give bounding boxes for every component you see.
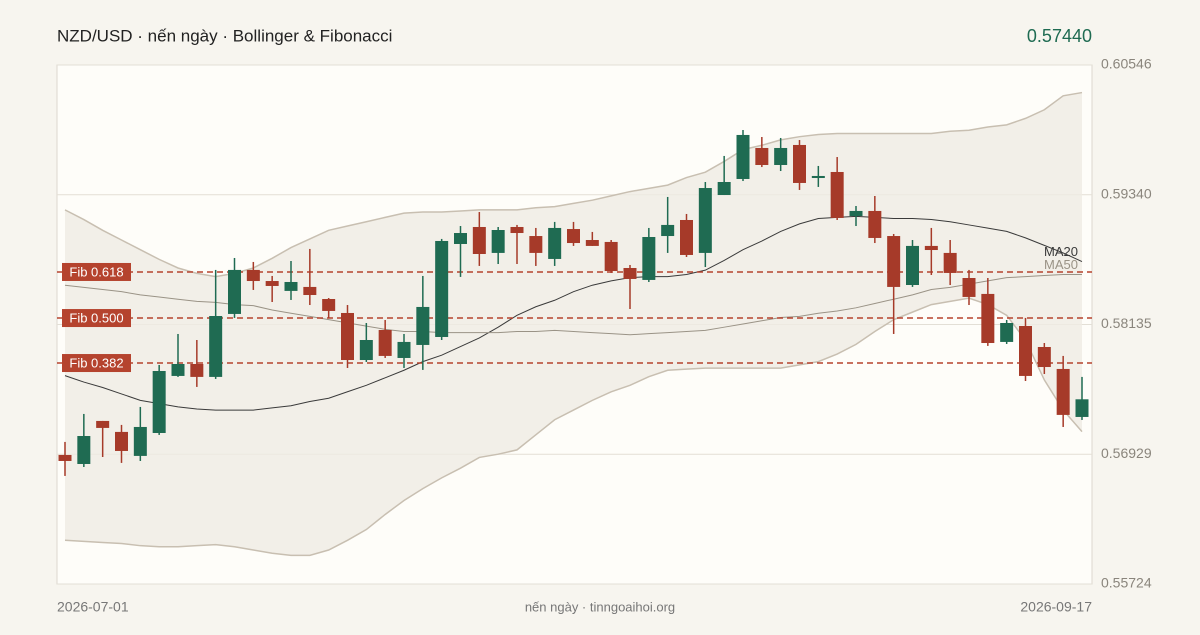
candle-body bbox=[303, 286, 317, 296]
candle-body bbox=[190, 364, 204, 377]
candle-body bbox=[811, 175, 825, 179]
band-lower bbox=[64, 297, 1083, 557]
candle-body bbox=[680, 219, 693, 255]
candle-body bbox=[981, 293, 995, 344]
candle-body bbox=[642, 236, 656, 280]
candle-body bbox=[887, 236, 901, 287]
candle-body bbox=[265, 281, 279, 286]
candle-body bbox=[906, 245, 919, 285]
candle-body bbox=[58, 454, 72, 461]
y-tick-label: 0.56929 bbox=[1101, 445, 1152, 461]
candle-body bbox=[228, 269, 241, 314]
candle-body bbox=[284, 281, 298, 291]
candle-body bbox=[209, 315, 223, 377]
candle-body bbox=[529, 236, 543, 253]
candle-body bbox=[943, 252, 957, 273]
candle-body bbox=[472, 226, 486, 255]
ma-line bbox=[64, 215, 1083, 411]
candle-body bbox=[830, 171, 844, 218]
candle-body bbox=[397, 341, 411, 358]
candle-body bbox=[661, 224, 675, 237]
fib-label-box bbox=[62, 354, 131, 373]
candle-body bbox=[1056, 368, 1070, 415]
fib-label-box bbox=[62, 309, 131, 328]
candle-body bbox=[152, 370, 166, 433]
fib-label-box bbox=[62, 262, 131, 281]
candle-body bbox=[736, 134, 750, 179]
candle-body bbox=[435, 240, 449, 337]
y-tick-label: 0.58135 bbox=[1101, 315, 1152, 331]
candle-body bbox=[585, 240, 599, 246]
candle-body bbox=[962, 278, 976, 297]
fib-label: Fib 0.500 bbox=[69, 310, 123, 325]
y-tick-label: 0.55724 bbox=[1101, 575, 1152, 591]
candle-body bbox=[849, 210, 863, 217]
candle-body bbox=[246, 269, 260, 282]
y-tick-label: 0.60546 bbox=[1101, 56, 1152, 72]
candle-body bbox=[510, 226, 524, 234]
candle-body bbox=[1019, 326, 1032, 376]
series-label: MA20 bbox=[1044, 244, 1078, 259]
series-label: MA50 bbox=[1044, 257, 1078, 272]
candle-body bbox=[1000, 322, 1014, 342]
candle-body bbox=[454, 233, 467, 244]
candle-body bbox=[341, 312, 354, 361]
x-tick-label: 2026-07-01 bbox=[57, 599, 129, 615]
x-tick-label: 2026-09-17 bbox=[1020, 599, 1092, 615]
candle-body bbox=[717, 181, 731, 196]
fib-label: Fib 0.618 bbox=[69, 264, 123, 279]
candle-body bbox=[623, 267, 637, 279]
candle-body bbox=[378, 329, 392, 356]
candle-body bbox=[924, 245, 938, 251]
last-price: 0.57440 bbox=[1027, 26, 1092, 46]
candle-body bbox=[491, 229, 505, 253]
candle-body bbox=[604, 241, 618, 272]
candle-body bbox=[774, 147, 788, 165]
candle-body bbox=[115, 431, 128, 451]
candle-body bbox=[322, 298, 336, 311]
source: nến ngày · tinngoaihoi.org bbox=[525, 599, 675, 614]
y-tick-label: 0.59340 bbox=[1101, 186, 1152, 202]
candle-body bbox=[77, 436, 91, 464]
candle-body bbox=[171, 364, 185, 376]
candle-body bbox=[96, 420, 110, 428]
fib-label: Fib 0.382 bbox=[69, 355, 123, 370]
candle-body bbox=[567, 229, 580, 244]
candle-body bbox=[133, 426, 147, 456]
candle-body bbox=[1037, 346, 1051, 368]
candle-body bbox=[359, 339, 373, 361]
candle-body bbox=[868, 210, 882, 238]
chart-title: NZD/USD · nến ngày · Bollinger & Fibonac… bbox=[57, 26, 392, 45]
candle-body bbox=[793, 144, 806, 183]
candle-body bbox=[1075, 399, 1089, 417]
candle-body bbox=[755, 147, 769, 165]
band-area bbox=[65, 92, 1082, 556]
candle-body bbox=[698, 188, 712, 253]
candle-body bbox=[548, 227, 562, 259]
candle-body bbox=[416, 306, 430, 345]
